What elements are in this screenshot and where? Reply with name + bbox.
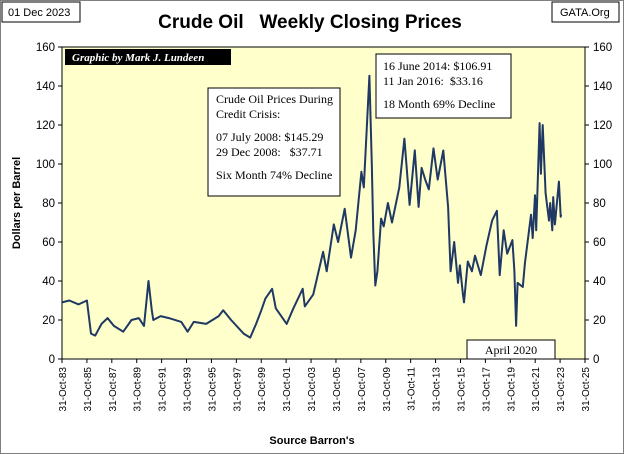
y-tick-label-right: 80 [593,198,606,210]
x-tick-label: 31-Oct-01 [282,367,293,412]
x-tick-label: 31-Oct-19 [506,367,517,412]
annotation-crisis-line-2: Credit Crisis: [216,107,280,121]
y-tick-label-right: 140 [593,81,612,93]
x-tick-label: 31-Oct-93 [183,367,194,412]
x-tick-label: 31-Oct-87 [108,367,119,412]
y-tick-label-right: 0 [593,354,599,366]
chart-title: Crude Oil Weekly Closing Prices [158,12,462,33]
y-tick-label-right: 100 [593,159,612,171]
annotation-crisis-line-5: Six Month 74% Decline [216,168,332,182]
x-tick-label: 31-Oct-13 [432,367,443,412]
annotation-2014-line-1: 16 June 2014: $106.91 [383,59,492,73]
annotation-2014-line-2: 11 Jan 2016: $33.16 [383,74,483,88]
y-tick-label: 80 [42,198,55,210]
y-tick-label: 60 [42,237,55,249]
x-tick-label: 31-Oct-17 [481,367,492,412]
credit-text: Graphic by Mark J. Lundeen [72,52,204,64]
x-tick-label: 31-Oct-05 [332,367,343,412]
annotation-april-2020: April 2020 [485,343,537,357]
y-axis-label: Dollars per Barrel [11,157,23,249]
annotation-crisis-line-1: Crude Oil Prices During [216,92,333,106]
y-tick-label: 40 [42,276,55,288]
y-tick-label: 100 [36,159,55,171]
y-tick-label: 0 [49,354,55,366]
x-axis: 31-Oct-83 31-Oct-85 31-Oct-87 31-Oct-89 31-O… [58,359,592,411]
y-tick-label-right: 40 [593,276,606,288]
x-tick-label: 31-Oct-95 [207,367,218,412]
x-tick-label: 31-Oct-07 [357,367,368,412]
annotation-crisis-line-3: 07 July 2008: $145.29 [216,130,323,144]
x-tick-label: 31-Oct-11 [407,367,418,411]
y-tick-label: 20 [42,315,55,327]
x-tick-label: 31-Oct-25 [581,367,592,412]
annotation-april-2020-box [466,339,556,360]
annotation-2014-box [375,53,512,119]
y-tick-label: 160 [36,42,55,54]
y-axis-left: 0 20 40 60 80 100 120 140 160 [36,42,62,366]
x-tick-label: 31-Oct-99 [257,367,268,412]
annotation-crisis-line-4: 29 Dec 2008: $37.71 [216,145,323,159]
x-tick-label: 31-Oct-91 [158,367,169,412]
date-tag: 01 Dec 2023 [8,7,70,19]
credit-badge [65,49,231,65]
x-tick-label: 31-Oct-89 [133,367,144,412]
date-tag-box [1,1,81,23]
y-tick-label-right: 120 [593,120,612,132]
y-axis-right: 0 20 40 60 80 100 120 140 160 [585,42,612,366]
y-tick-label-right: 20 [593,315,606,327]
x-tick-label: 31-Oct-15 [456,367,467,412]
y-tick-label: 120 [36,120,55,132]
x-tick-label: 31-Oct-97 [232,367,243,412]
x-tick-label: 31-Oct-23 [556,367,567,412]
source-tag: GATA.Org [560,7,610,19]
x-tick-label: 31-Oct-03 [307,367,318,412]
annotation-crisis-box [207,87,341,197]
x-tick-label: 31-Oct-09 [382,367,393,412]
x-tick-label: 31-Oct-83 [58,367,69,412]
y-tick-label-right: 60 [593,237,606,249]
y-tick-label: 140 [36,81,55,93]
x-tick-label: 31-Oct-21 [531,367,542,412]
annotation-2014-line-3: 18 Month 69% Decline [383,97,495,111]
x-axis-label: Source Barron's [269,435,354,447]
y-tick-label-right: 160 [593,42,612,54]
x-tick-label: 31-Oct-85 [83,367,94,412]
series-line-crude-oil [61,74,563,339]
source-tag-box [551,1,620,23]
